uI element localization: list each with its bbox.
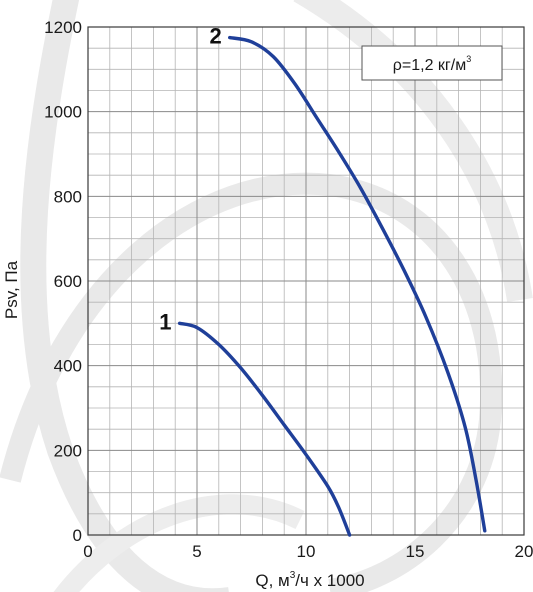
y-tick-label: 1200 xyxy=(44,18,82,37)
y-axis-ticks: 0 200 400 600 800 1000 1200 xyxy=(44,18,82,545)
series-line-2 xyxy=(228,35,487,533)
y-tick-label: 200 xyxy=(54,441,82,460)
series-label-2: 2 xyxy=(209,24,221,49)
x-tick-label: 0 xyxy=(83,542,92,561)
y-tick-label: 0 xyxy=(73,526,82,545)
x-axis-ticks: 0 5 10 15 20 xyxy=(83,542,533,561)
x-axis-title-sup: 3 xyxy=(290,570,296,581)
legend-label: ρ=1,2 кг/м3 xyxy=(393,54,471,74)
legend-label-sup: 3 xyxy=(466,54,471,64)
series-layer: 12 xyxy=(159,24,487,537)
y-tick-label: 600 xyxy=(54,272,82,291)
y-tick-label: 1000 xyxy=(44,103,82,122)
x-axis-title: Q, м3/ч х 1000 xyxy=(255,570,364,590)
series-label-1: 1 xyxy=(159,309,171,334)
x-tick-label: 20 xyxy=(515,542,533,561)
plot-frame xyxy=(87,26,525,536)
x-tick-label: 5 xyxy=(192,542,201,561)
y-tick-label: 800 xyxy=(54,187,82,206)
x-tick-label: 15 xyxy=(406,542,425,561)
y-axis-title: Psv, Па xyxy=(2,260,21,319)
y-tick-label: 400 xyxy=(54,357,82,376)
x-axis-title-suffix: /ч х 1000 xyxy=(295,571,364,590)
series-line-1 xyxy=(177,321,352,537)
x-tick-label: 10 xyxy=(297,542,316,561)
legend-frame xyxy=(361,45,503,81)
legend-box: ρ=1,2 кг/м3 xyxy=(361,45,503,81)
